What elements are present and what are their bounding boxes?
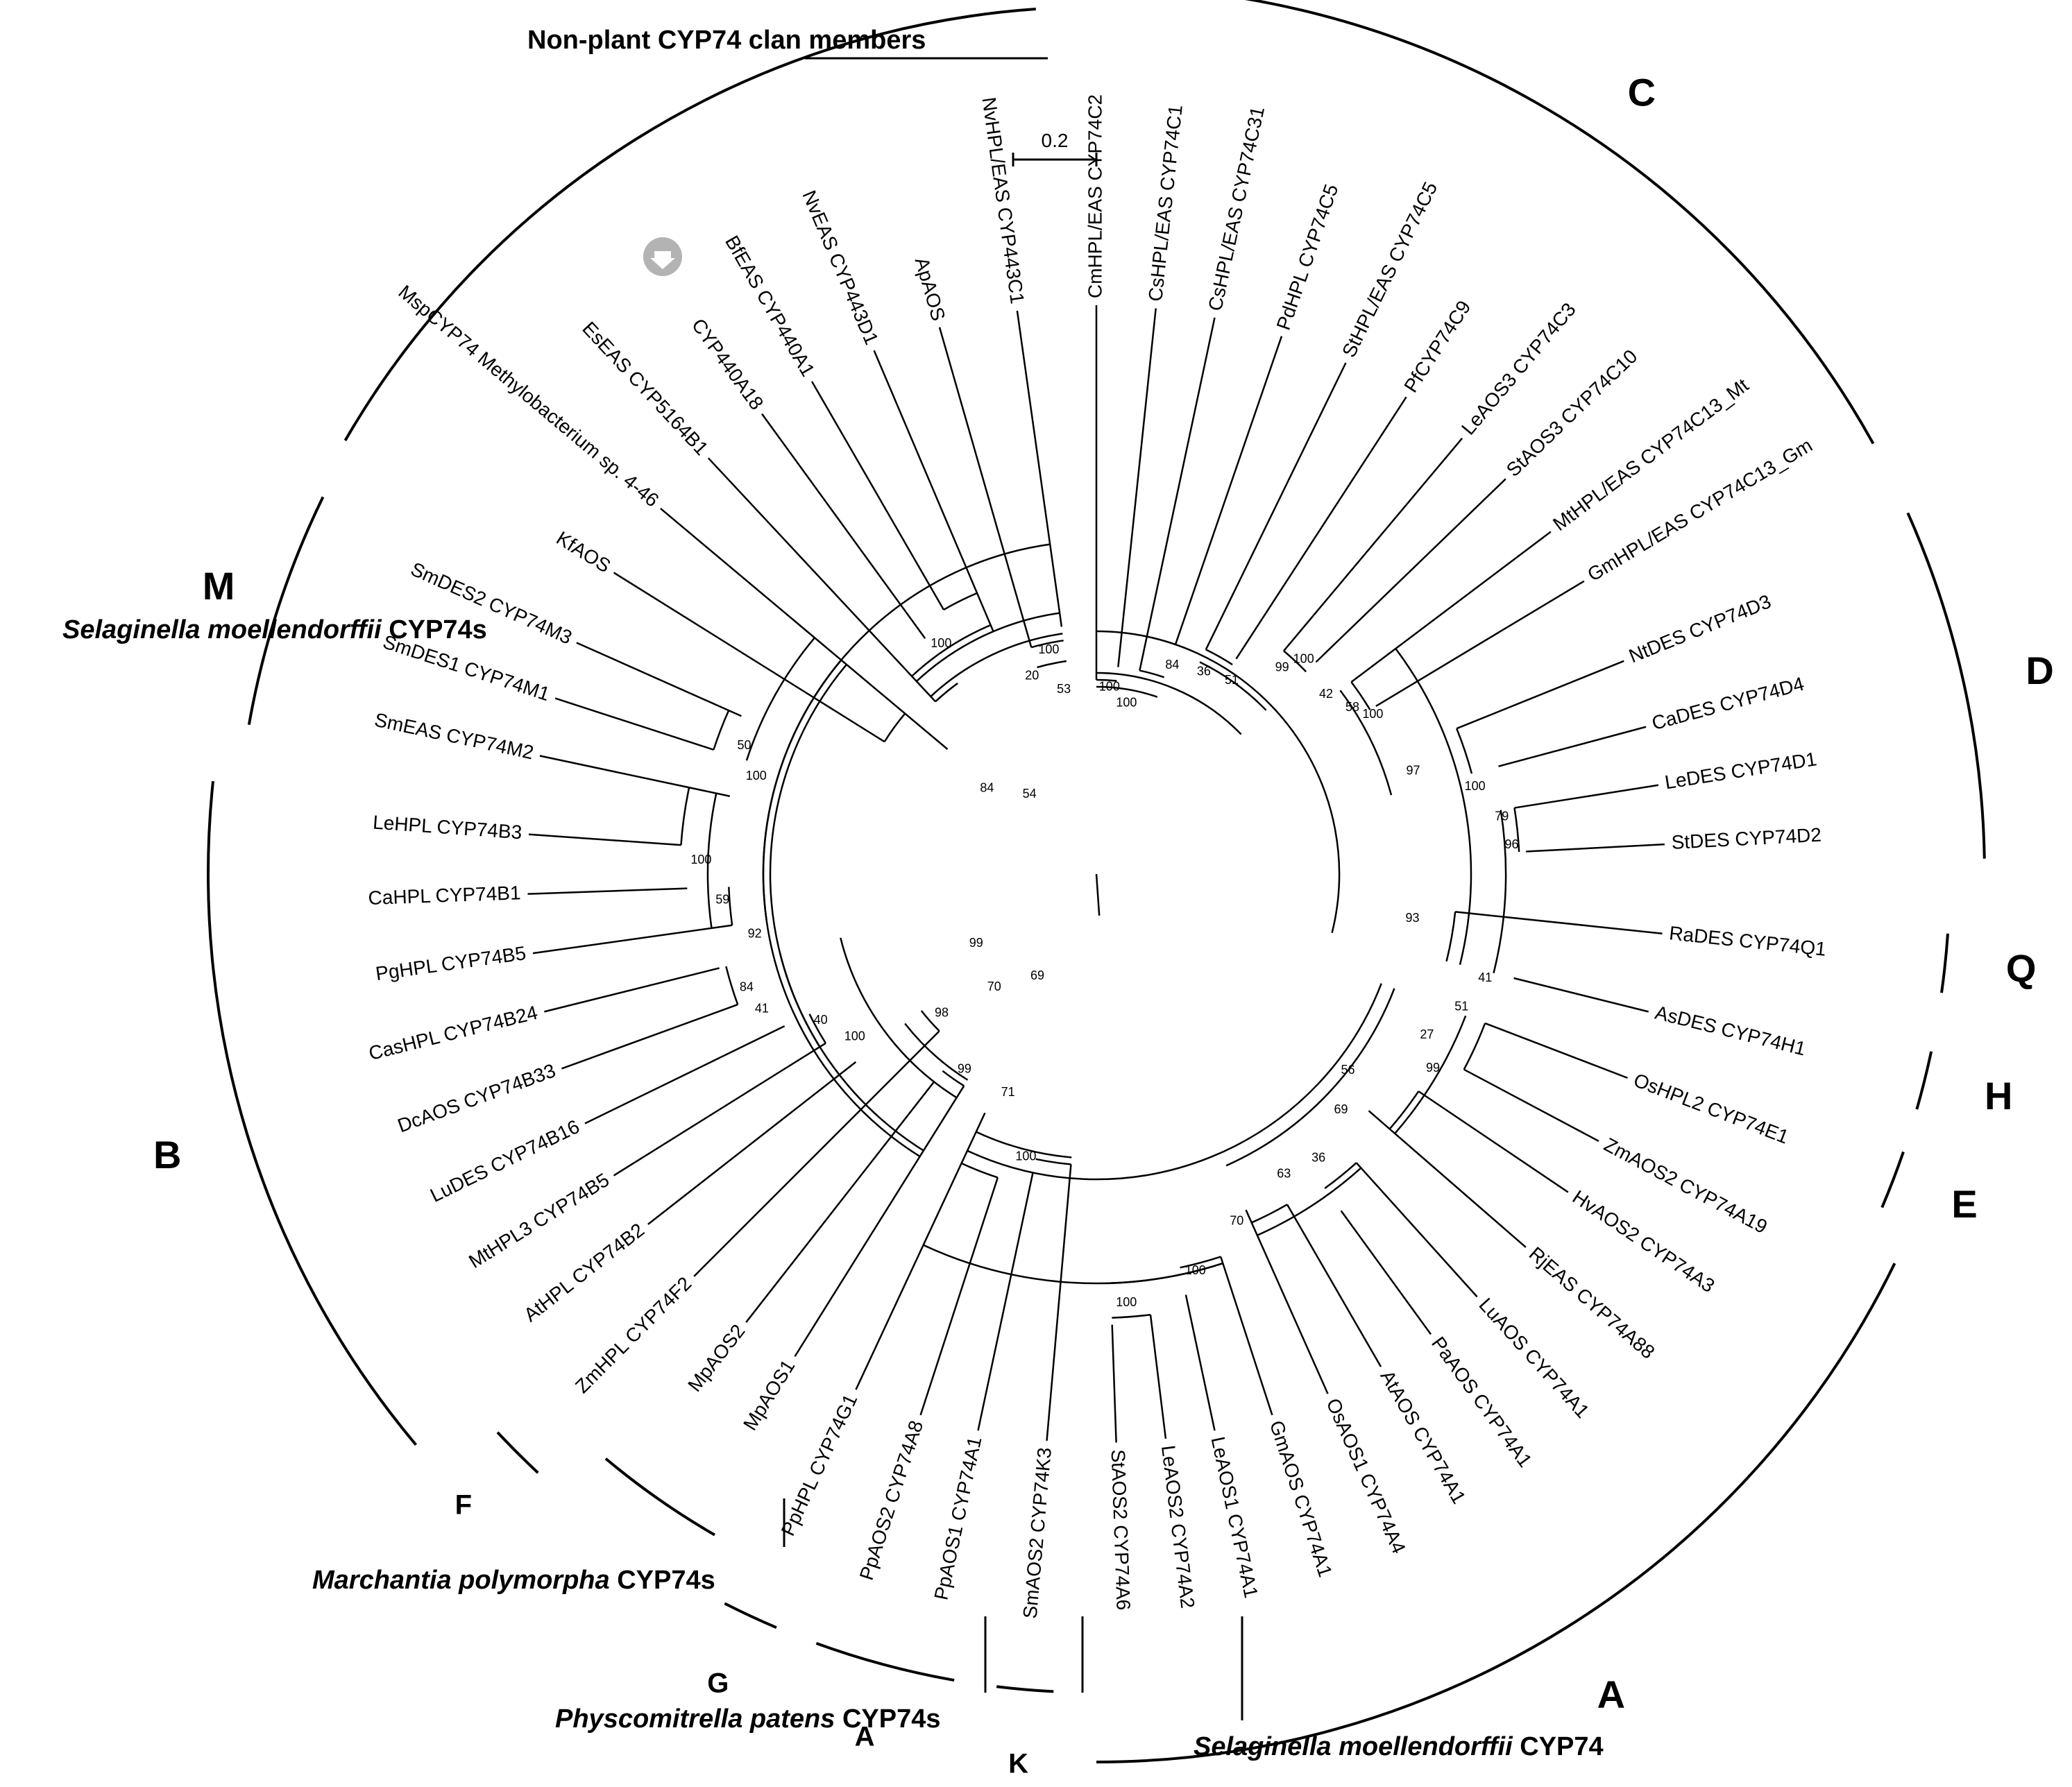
bootstrap-value: 54 <box>1023 787 1037 801</box>
bootstrap-value: 79 <box>1495 810 1509 823</box>
bootstrap-value: 51 <box>1454 999 1468 1013</box>
bootstrap-value: 84 <box>740 980 754 994</box>
bootstrap-value: 100 <box>1116 696 1137 710</box>
bootstrap-value: 51 <box>1225 673 1239 687</box>
taxon-label: CmHPL/EAS CYP74C2 <box>1084 94 1105 298</box>
bootstrap-value: 42 <box>1319 687 1333 701</box>
bootstrap-value: 97 <box>1406 763 1420 777</box>
clade-letter: H <box>1985 1074 2012 1118</box>
clade-letter: M <box>203 564 235 608</box>
bootstrap-value: 100 <box>1099 679 1120 693</box>
bootstrap-value: 99 <box>958 1062 971 1076</box>
bootstrap-value: 70 <box>987 980 1001 993</box>
bootstrap-value: 100 <box>844 1029 865 1043</box>
bootstrap-value: 20 <box>1025 668 1039 682</box>
bootstrap-value: 100 <box>931 636 951 650</box>
group-title: Selaginella moellendorffii CYP74s <box>62 615 487 644</box>
bootstrap-value: 99 <box>1426 1061 1440 1075</box>
group-title: Selaginella moellendorffii CYP74 <box>1194 1732 1604 1761</box>
bootstrap-value: 36 <box>1197 664 1211 678</box>
clade-letter: A <box>1597 1673 1625 1716</box>
clade-letter: D <box>2026 649 2053 692</box>
clade-letter: E <box>1951 1182 1977 1226</box>
bootstrap-value: 100 <box>1185 1263 1206 1277</box>
group-title: Non-plant CYP74 clan members <box>527 26 926 55</box>
clade-letter: K <box>1008 1749 1028 1779</box>
bootstrap-value: 40 <box>814 1013 828 1027</box>
bootstrap-value: 41 <box>755 1002 769 1016</box>
bootstrap-value: 59 <box>715 892 729 906</box>
bootstrap-value: 93 <box>1406 911 1420 925</box>
bootstrap-value: 69 <box>1334 1102 1348 1116</box>
clade-letter: B <box>153 1133 181 1177</box>
bootstrap-value: 27 <box>1420 1027 1434 1041</box>
clade-letter: Q <box>2006 946 2037 990</box>
bootstrap-value: 36 <box>1311 1151 1325 1165</box>
bootstrap-value: 84 <box>980 781 994 795</box>
clade-letter: G <box>707 1668 729 1699</box>
bootstrap-value: 92 <box>748 927 762 941</box>
clade-letter: C <box>1628 71 1656 114</box>
bootstrap-value: 53 <box>1057 682 1071 696</box>
bootstrap-value: 56 <box>1341 1063 1355 1077</box>
bootstrap-value: 98 <box>935 1005 949 1019</box>
bootstrap-value: 63 <box>1277 1166 1291 1180</box>
bootstrap-value: 100 <box>690 853 711 866</box>
bootstrap-value: 58 <box>1345 700 1359 714</box>
bootstrap-value: 99 <box>969 936 983 950</box>
bootstrap-value: 84 <box>1165 658 1179 672</box>
bootstrap-value: 70 <box>1230 1213 1243 1227</box>
bootstrap-value: 100 <box>1362 707 1383 721</box>
bootstrap-value: 96 <box>1505 837 1519 851</box>
bootstrap-value: 100 <box>1038 642 1059 656</box>
bootstrap-value: 100 <box>1293 651 1314 665</box>
bootstrap-value: 100 <box>746 769 767 783</box>
phylogeny-figure: CmHPL/EAS CYP74C2CsHPL/EAS CYP74C1CsHPL/… <box>0 0 2072 1787</box>
bootstrap-value: 100 <box>1465 779 1486 793</box>
bootstrap-value: 41 <box>1478 971 1492 984</box>
scale-value: 0.2 <box>1042 130 1069 151</box>
bootstrap-value: 71 <box>1001 1085 1015 1099</box>
bootstrap-value: 99 <box>1275 660 1289 674</box>
clade-letter: F <box>455 1490 472 1521</box>
bootstrap-value: 100 <box>1015 1149 1036 1163</box>
group-title: Physcomitrella patens CYP74s <box>555 1704 940 1734</box>
group-title: Marchantia polymorpha CYP74s <box>312 1566 715 1595</box>
bootstrap-value: 50 <box>738 738 751 752</box>
bootstrap-value: 100 <box>1116 1295 1137 1309</box>
bootstrap-value: 69 <box>1030 968 1044 982</box>
